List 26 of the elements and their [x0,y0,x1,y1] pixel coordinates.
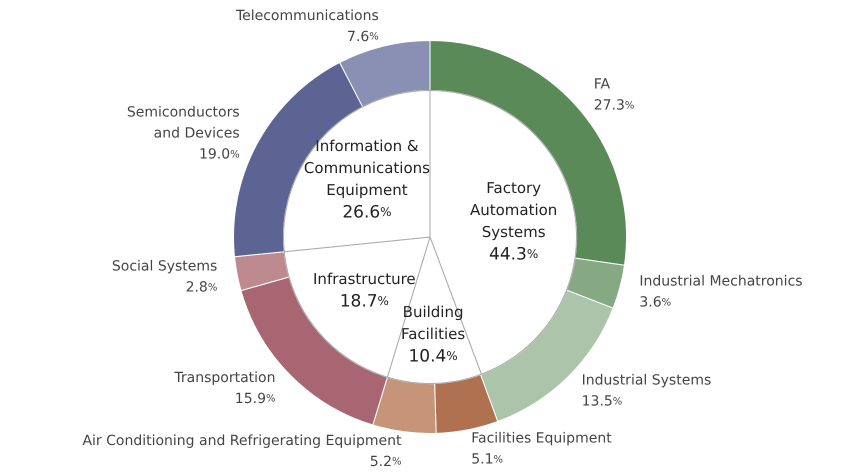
data-label: 44.3% [489,244,538,264]
data-label: 26.6% [342,202,392,222]
slice-label: Industrial Mechatronics [639,273,803,290]
data-label: 10.4% [408,346,458,366]
slice-label: Transportation [173,370,276,386]
slice-label: Factory Automation Systems [470,178,558,241]
data-label: 19.0% [198,146,240,163]
slice-label: FA [594,76,611,93]
slice-label: Industrial Systems [582,372,712,389]
slice-label: Infrastructure [313,270,416,288]
data-label: 13.5% [582,394,622,410]
slice-label: Air Conditioning and Refrigerating Equipment [82,432,402,449]
data-label: 7.6% [347,28,379,45]
slice-label: Facilities Equipment [471,430,612,447]
data-label: 2.8% [186,280,218,296]
slice-label: Telecommunications [234,8,379,24]
data-label: 5.2% [370,454,402,470]
data-label: 27.3% [594,98,634,114]
data-label: 5.1% [471,452,504,468]
data-label: 18.7% [340,291,389,312]
data-label: 3.6% [639,294,672,310]
slice-label: Semiconductors and Devices [126,104,240,142]
slice-label: Building Facilities [400,302,466,343]
slice-label: Social Systems [112,258,218,275]
data-label: 15.9% [234,390,276,407]
slice-label: Information & Communications Equipment [304,136,430,199]
